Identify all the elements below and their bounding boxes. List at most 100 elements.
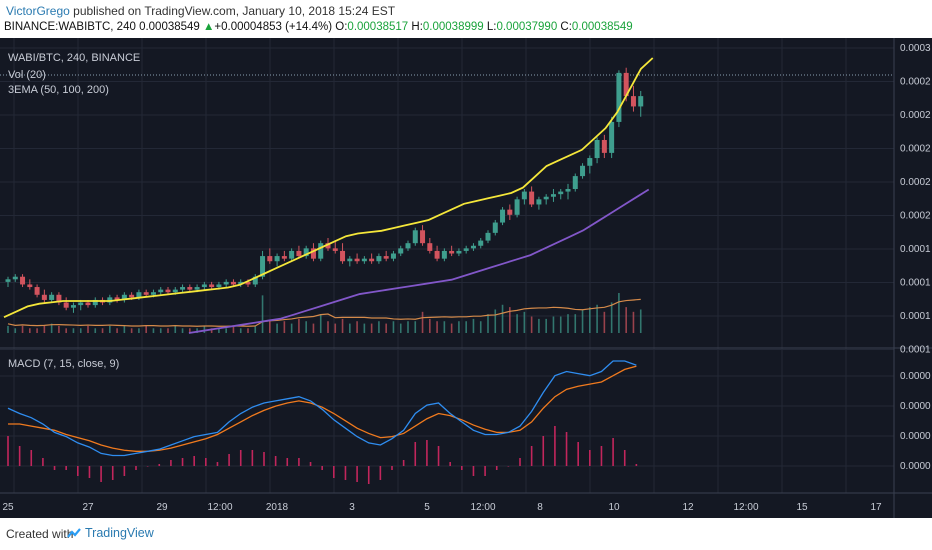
candle-body [78, 302, 84, 306]
candle-body [49, 294, 55, 300]
volume-bar [218, 328, 220, 333]
price-chart[interactable]: 0.0003 0.0002 0.0002 0.0002 0.0002 0.0002 0.00… [0, 38, 932, 518]
volume-bar [72, 328, 75, 333]
macd-histogram-bar [437, 446, 440, 466]
candle-body [56, 294, 62, 303]
macd-histogram-bar [42, 458, 44, 466]
candle-body [165, 289, 171, 293]
volume-bar [516, 314, 518, 333]
candle-body [150, 292, 156, 295]
candle-body [296, 250, 302, 257]
macd-histogram-bar [391, 466, 393, 470]
volume-bar [203, 325, 206, 333]
candle-body [245, 281, 251, 285]
price-axis-label: 0.0001 [900, 311, 931, 322]
legend-macd[interactable]: MACD (7, 15, close, 9) [8, 358, 120, 370]
candle-body [34, 287, 40, 295]
macd-histogram-bar [53, 466, 56, 470]
volume-bar [356, 321, 358, 333]
candle-body [85, 302, 91, 306]
candle-body [420, 230, 426, 244]
candle-body [318, 243, 324, 259]
volume-bar [414, 321, 417, 333]
volume-bar [436, 321, 438, 333]
candle-body [180, 287, 186, 290]
volume-bar [232, 325, 235, 333]
macd-histogram-bar [507, 466, 510, 467]
macd-axis-label: 0.0000 [900, 401, 931, 412]
macd-histogram-bar [379, 466, 382, 480]
candle-body [565, 189, 571, 192]
macd-histogram-bar [286, 458, 289, 466]
volume-bar [116, 328, 118, 333]
volume-bar [305, 321, 307, 333]
candle-body [361, 258, 367, 262]
macd-histogram-bar [554, 426, 556, 466]
macd-histogram-bar [461, 466, 463, 470]
volume-bar [109, 325, 111, 333]
candle-body [143, 292, 149, 295]
time-axis-label: 25 [2, 502, 14, 513]
volume-bar [465, 321, 467, 333]
volume-bar [603, 311, 606, 333]
candle-body [5, 279, 11, 282]
candle-body [470, 245, 476, 249]
legend-pair[interactable]: WABI/BTC, 240, BINANCE [8, 52, 141, 64]
volume-bar [94, 328, 97, 333]
tradingview-link[interactable]: TradingView [67, 526, 154, 540]
volume-bar [254, 325, 257, 333]
volume-bar [247, 328, 249, 333]
ohlc-line: BINANCE:WABIBTC, 240 0.00038549 ▲+0.0000… [4, 21, 633, 33]
volume-bar [36, 328, 38, 333]
candle-body [303, 248, 309, 257]
macd-axis-label: 0.0000 [900, 461, 931, 472]
volume-bar [21, 325, 24, 333]
time-axis-label: 27 [82, 502, 94, 513]
candle-body [383, 256, 389, 259]
candle-body [121, 294, 127, 300]
volume-bar [559, 316, 562, 333]
candle-body [376, 256, 382, 262]
published-text: published on TradingView.com, January 10… [69, 4, 396, 18]
volume-bar [458, 321, 460, 333]
candle-body [325, 243, 331, 249]
author-link[interactable]: VictorGrego [6, 4, 70, 18]
volume-bar [210, 328, 213, 333]
candle-body [601, 139, 607, 153]
macd-histogram-bar [193, 456, 195, 466]
candle-body [405, 243, 411, 249]
close-label: C: [560, 21, 572, 33]
time-axis-label: 12:00 [470, 502, 495, 513]
macd-histogram-bar [612, 438, 614, 466]
volume-bar [327, 321, 329, 333]
macd-histogram-bar [88, 466, 91, 478]
legend-volume[interactable]: Vol (20) [8, 69, 46, 81]
candle-body [412, 230, 418, 244]
legend-ema[interactable]: 3EMA (50, 100, 200) [8, 84, 109, 96]
candle-body [638, 96, 644, 107]
volume-bar [618, 293, 620, 333]
volume-bar [552, 316, 555, 333]
volume-bar [159, 328, 162, 333]
macd-histogram-bar [309, 462, 312, 466]
macd-histogram-bar [635, 464, 638, 466]
candle-body [572, 176, 578, 189]
macd-histogram-bar [565, 432, 568, 466]
volume-bar [239, 328, 242, 333]
chart-panel[interactable] [0, 38, 932, 518]
candle-body [369, 258, 375, 262]
macd-axis-label: 0.0000 [900, 431, 931, 442]
volume-bar [269, 321, 271, 333]
time-axis-label: 2018 [266, 502, 289, 513]
volume-bar [399, 323, 402, 333]
candle-body [354, 258, 360, 262]
volume-bar [392, 321, 395, 333]
candle-body [216, 284, 222, 288]
macd-histogram-bar [18, 446, 21, 466]
macd-histogram-bar [402, 460, 405, 466]
macd-histogram-bar [123, 466, 126, 476]
tradingview-brand-label: TradingView [85, 526, 154, 540]
volume-bar [523, 311, 526, 333]
macd-histogram-bar [77, 466, 79, 476]
candle-body [238, 281, 244, 285]
